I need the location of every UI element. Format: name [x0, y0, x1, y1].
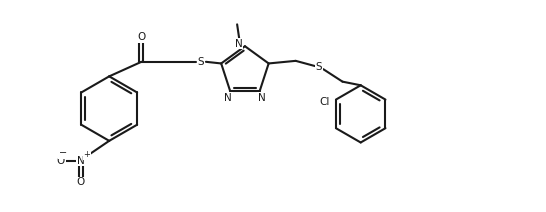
Text: O: O [76, 177, 85, 187]
Text: Cl: Cl [319, 97, 330, 107]
Text: +: + [84, 150, 90, 159]
Text: N: N [224, 93, 232, 103]
Text: S: S [316, 62, 322, 72]
Text: N: N [258, 93, 265, 103]
Text: S: S [198, 57, 204, 67]
Text: −: − [59, 148, 67, 158]
Text: O: O [137, 32, 146, 42]
Text: N: N [235, 39, 242, 49]
Text: N: N [77, 156, 85, 166]
Text: O: O [57, 156, 65, 166]
